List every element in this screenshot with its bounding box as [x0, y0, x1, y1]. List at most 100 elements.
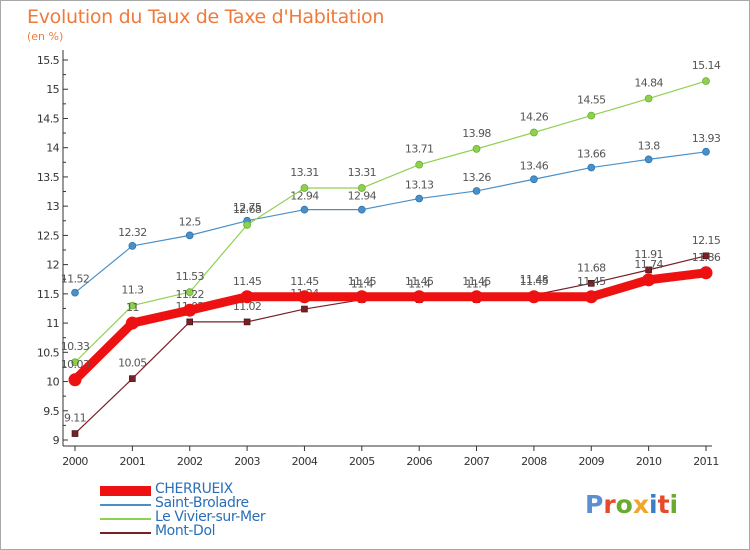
- series-line-mont-dol: [74, 255, 707, 435]
- data-point-saint-broladre: [530, 175, 538, 184]
- data-label-le-vivier-sur-mer: 13.98: [462, 127, 491, 140]
- y-tick-label: 10: [46, 376, 59, 389]
- y-tick-label: 13.5: [37, 171, 60, 184]
- logo-letter: P: [585, 490, 604, 519]
- data-point-le-vivier-sur-mer: [644, 94, 653, 103]
- data-point-mont-dol: [587, 280, 595, 287]
- data-point-cherrueix: [183, 303, 197, 317]
- data-point-cherrueix: [699, 266, 713, 280]
- data-point-saint-broladre: [644, 155, 653, 164]
- x-tick-label: 2003: [234, 455, 260, 468]
- y-tick-label: 12: [46, 259, 59, 272]
- data-point-le-vivier-sur-mer: [702, 77, 710, 85]
- data-point-le-vivier-sur-mer: [243, 221, 251, 229]
- x-tick-label: 2009: [578, 455, 604, 468]
- data-label-mont-dol: 11.48: [520, 273, 549, 286]
- data-point-le-vivier-sur-mer: [472, 145, 481, 153]
- x-tick-label: 2010: [636, 455, 662, 468]
- proxiti-logo: Proxiti: [585, 490, 678, 519]
- data-label-saint-broladre: 13.93: [692, 132, 721, 145]
- data-point-cherrueix: [470, 290, 484, 304]
- data-point-saint-broladre: [587, 163, 596, 172]
- data-label-mont-dol: 11.02: [233, 300, 262, 313]
- y-tick-label: 15: [46, 83, 59, 96]
- y-tick-label: 10.5: [37, 346, 60, 359]
- legend-label-saint-broladre: Saint-Broladre: [155, 495, 249, 511]
- data-point-saint-broladre: [357, 205, 366, 214]
- data-label-cherrueix: 10.03: [61, 358, 90, 371]
- data-point-mont-dol: [186, 318, 194, 326]
- data-point-saint-broladre: [128, 242, 137, 250]
- y-tick-label: 14: [46, 142, 59, 155]
- data-label-cherrueix: 11.45: [462, 275, 491, 288]
- data-point-saint-broladre: [71, 288, 79, 297]
- data-point-saint-broladre: [472, 187, 481, 195]
- data-point-le-vivier-sur-mer: [530, 128, 538, 137]
- data-label-mont-dol: 11.91: [634, 248, 663, 261]
- data-point-saint-broladre: [415, 194, 424, 203]
- logo-letter: o: [615, 490, 633, 519]
- data-label-saint-broladre: 12.5: [179, 215, 202, 228]
- logo-letter: r: [603, 490, 616, 519]
- data-label-saint-broladre: 12.75: [233, 201, 262, 214]
- data-label-le-vivier-sur-mer: 14.84: [634, 77, 663, 90]
- unit-label: (en %): [27, 30, 64, 43]
- data-label-le-vivier-sur-mer: 12.68: [233, 203, 262, 216]
- data-label-cherrueix: 11: [126, 301, 139, 314]
- data-label-le-vivier-sur-mer: 11.3: [121, 284, 144, 297]
- data-point-le-vivier-sur-mer: [300, 184, 309, 192]
- series-line-le-vivier-sur-mer: [74, 80, 707, 363]
- data-label-cherrueix: 11.22: [175, 288, 204, 301]
- y-tick-label: 15.5: [37, 54, 60, 67]
- data-point-cherrueix: [125, 316, 139, 330]
- x-tick-label: 2000: [62, 455, 88, 468]
- data-label-le-vivier-sur-mer: 13.31: [348, 166, 377, 179]
- data-point-cherrueix: [642, 273, 656, 287]
- data-label-cherrueix: 11.74: [634, 258, 663, 271]
- data-label-saint-broladre: 13.13: [405, 179, 434, 192]
- data-label-cherrueix: 11.45: [577, 275, 606, 288]
- data-point-saint-broladre: [702, 147, 710, 156]
- data-point-mont-dol: [129, 375, 136, 382]
- data-label-mont-dol: 9.11: [64, 412, 86, 425]
- y-tick-label: 12.5: [37, 229, 60, 242]
- x-tick-label: 2004: [292, 455, 318, 468]
- data-point-cherrueix: [240, 290, 254, 304]
- data-label-le-vivier-sur-mer: 13.71: [405, 143, 434, 156]
- x-tick-label: 2008: [521, 455, 547, 468]
- data-label-mont-dol: 11.4: [465, 278, 488, 291]
- y-tick-label: 9.5: [43, 405, 59, 418]
- data-point-mont-dol: [301, 305, 308, 313]
- data-label-le-vivier-sur-mer: 15.14: [692, 59, 721, 72]
- legend-label-cherrueix: CHERRUEIX: [155, 481, 233, 497]
- data-point-le-vivier-sur-mer: [128, 301, 137, 310]
- data-label-saint-broladre: 13.26: [462, 171, 491, 184]
- data-point-mont-dol: [243, 318, 251, 326]
- data-point-cherrueix: [355, 290, 369, 304]
- data-label-mont-dol: 11.4: [351, 278, 374, 291]
- data-point-le-vivier-sur-mer: [587, 111, 596, 120]
- data-label-cherrueix: 11.45: [348, 275, 377, 288]
- data-label-cherrueix: 11.86: [692, 251, 721, 264]
- data-point-mont-dol: [645, 266, 652, 274]
- y-tick-label: 9: [53, 434, 60, 447]
- data-label-le-vivier-sur-mer: 10.33: [61, 340, 90, 353]
- data-label-le-vivier-sur-mer: 13.31: [290, 166, 319, 179]
- data-label-cherrueix: 11.45: [405, 275, 434, 288]
- data-label-mont-dol: 10.05: [118, 357, 147, 370]
- data-point-le-vivier-sur-mer: [185, 288, 194, 296]
- logo-letter: x: [632, 490, 649, 519]
- legend-label-le-vivier-sur-mer: Le Vivier-sur-Mer: [155, 509, 266, 525]
- data-label-mont-dol: 11.4: [408, 278, 431, 291]
- data-point-mont-dol: [71, 430, 79, 437]
- y-tick-label: 13: [46, 200, 59, 213]
- data-label-le-vivier-sur-mer: 11.53: [175, 270, 204, 283]
- data-point-le-vivier-sur-mer: [357, 184, 366, 192]
- legend-swatch-le-vivier-sur-mer: [100, 518, 151, 520]
- data-label-saint-broladre: 13.66: [577, 148, 606, 161]
- logo-letter: i: [649, 490, 658, 519]
- legend-swatch-saint-broladre: [100, 504, 151, 506]
- legend-swatch-mont-dol: [100, 532, 151, 534]
- x-tick-label: 2005: [349, 455, 375, 468]
